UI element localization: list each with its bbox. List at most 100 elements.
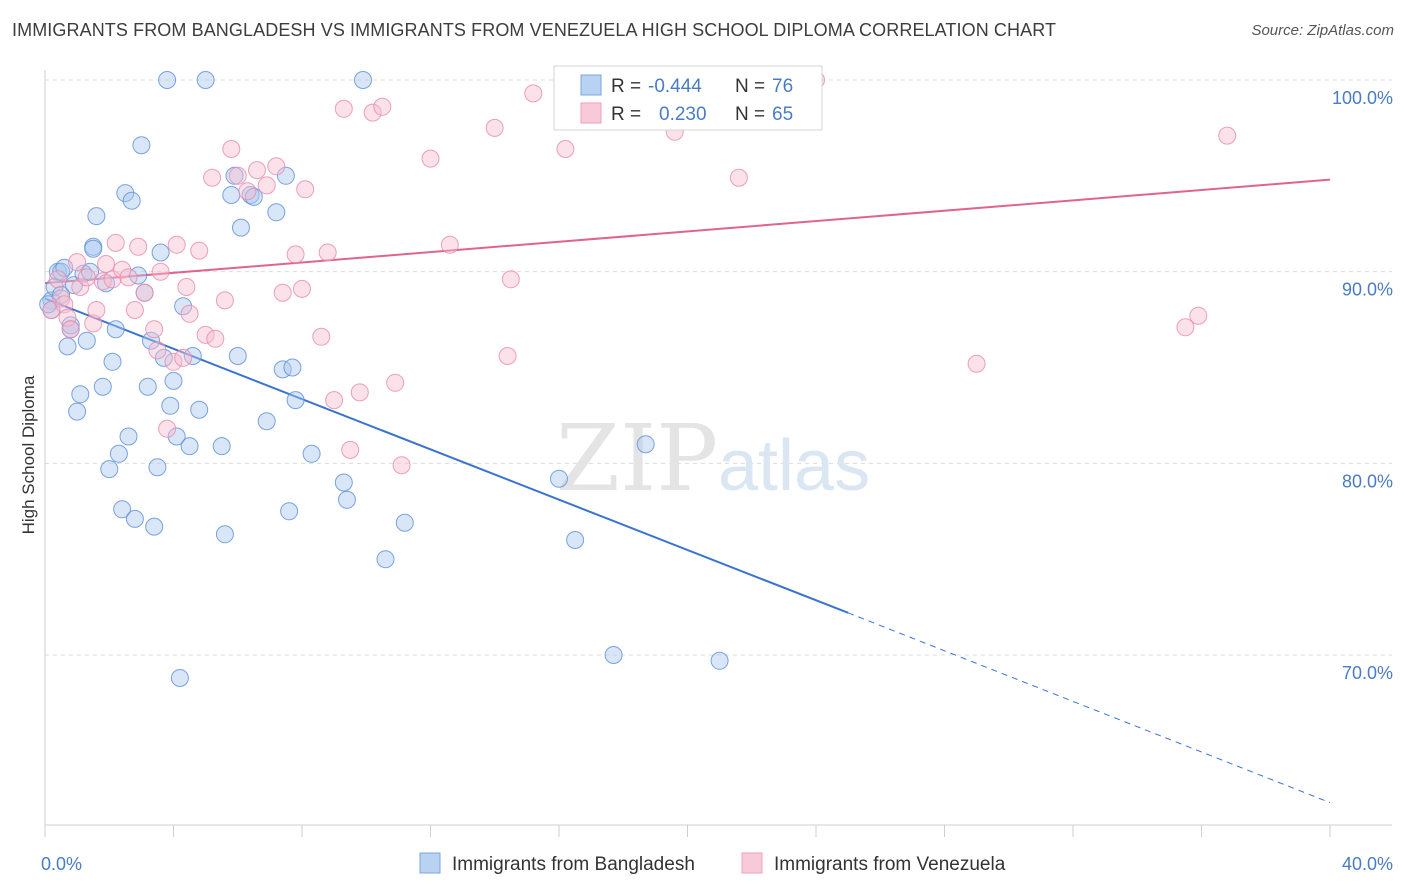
point-venezuela-21 [148,341,167,360]
y-tick-label-0: 100.0% [1332,88,1393,108]
point-venezuela-50 [363,103,382,122]
y-tick-label-1: 90.0% [1342,280,1393,300]
point-bangladesh-27 [119,427,138,446]
point-bangladesh-22 [103,352,122,371]
point-bangladesh-36 [148,458,167,477]
point-bangladesh-33 [138,377,157,396]
point-bangladesh-21 [100,460,119,479]
point-venezuela-57 [498,347,517,365]
point-venezuela-40 [273,283,292,302]
y-tick-labels: 100.0% 90.0% 80.0% 70.0% [1332,88,1393,683]
point-venezuela-31 [203,168,222,187]
chart-title: IMMIGRANTS FROM BANGLADESH VS IMMIGRANTS… [12,20,1057,40]
point-bangladesh-11 [68,402,87,421]
point-bangladesh-37 [151,243,170,262]
point-venezuela-6 [68,253,87,272]
point-venezuela-22 [151,262,170,281]
point-bangladesh-24 [109,444,128,463]
point-venezuela-44 [312,327,331,346]
point-venezuela-36 [238,182,257,201]
bottom-legend-label-venezuela: Immigrants from Venezuela [774,854,1006,875]
point-bangladesh-19 [93,377,112,396]
point-venezuela-52 [386,373,405,392]
point-bangladesh-54 [232,218,250,237]
point-bangladesh-43 [170,669,189,687]
point-bangladesh-15 [81,262,99,281]
point-bangladesh-73 [636,435,655,454]
legend-r-label-bangladesh: R = [611,76,641,97]
point-bangladesh-53 [228,347,247,365]
point-venezuela-68 [1218,126,1237,145]
point-venezuela-30 [196,325,215,344]
point-bangladesh-49 [212,437,231,456]
point-venezuela-4 [58,308,77,327]
point-bangladesh-64 [302,444,321,463]
point-venezuela-28 [180,304,199,323]
point-bangladesh-63 [286,391,305,410]
legend-swatch-venezuela [580,102,602,124]
point-bangladesh-69 [395,513,414,532]
point-bangladesh-26 [116,184,135,203]
legend-r-value-bangladesh: -0.444 [648,76,702,97]
series-legend: Immigrants from Bangladesh Immigrants fr… [419,852,1006,875]
point-bangladesh-47 [190,400,209,419]
point-venezuela-3 [55,295,74,314]
point-bangladesh-28 [122,191,141,210]
x-tick-labels: 0.0% 40.0% [41,854,1393,874]
point-bangladesh-72 [604,646,623,664]
point-venezuela-17 [125,301,144,319]
point-bangladesh-67 [354,71,372,89]
point-venezuela-1 [48,270,67,289]
point-venezuela-19 [135,283,154,302]
point-bangladesh-5 [52,285,71,304]
point-bangladesh-18 [87,207,106,226]
point-venezuela-7 [71,278,90,296]
watermark: ZIP atlas [556,405,870,512]
bottom-legend-label-bangladesh: Immigrants from Bangladesh [452,854,695,875]
point-venezuela-38 [257,176,276,195]
legend-n-value-bangladesh: 76 [772,76,793,97]
point-venezuela-48 [341,440,360,459]
point-bangladesh-62 [283,358,302,377]
point-bangladesh-42 [167,427,186,446]
point-bangladesh-25 [113,500,132,519]
point-venezuela-55 [440,235,459,254]
point-venezuela-45 [318,243,337,262]
point-venezuela-53 [392,456,411,475]
point-venezuela-33 [215,291,234,310]
point-venezuela-49 [350,383,369,402]
point-bangladesh-50 [215,525,234,544]
point-bangladesh-66 [338,490,356,509]
point-bangladesh-70 [550,469,568,488]
point-venezuela-37 [248,161,266,180]
point-venezuela-10 [87,301,106,319]
point-venezuela-63 [729,168,748,187]
bottom-legend-swatch-venezuela [741,852,763,874]
point-bangladesh-23 [106,320,125,339]
point-venezuela-35 [228,166,247,185]
point-bangladesh-14 [77,331,96,350]
legend-n-label-venezuela: N = [735,104,765,125]
legend-swatch-bangladesh [580,74,602,96]
point-venezuela-27 [177,278,196,296]
point-venezuela-24 [164,352,183,371]
watermark-zip: ZIP [556,405,718,512]
x-tick-label-0: 0.0% [41,854,82,874]
point-venezuela-58 [501,270,520,289]
point-venezuela-39 [267,157,286,176]
bottom-legend-swatch-bangladesh [419,852,441,874]
point-bangladesh-57 [257,412,276,431]
x-tick-label-1: 40.0% [1342,854,1393,874]
chart-source: Source: ZipAtlas.com [1251,22,1394,39]
point-bangladesh-41 [164,371,183,390]
watermark-atlas: atlas [718,426,870,506]
y-tick-label-3: 70.0% [1342,663,1393,683]
point-venezuela-20 [145,320,164,339]
point-venezuela-18 [129,237,148,256]
point-bangladesh-17 [84,239,103,258]
y-tick-label-2: 80.0% [1342,471,1393,491]
point-bangladesh-51 [222,186,241,204]
point-bangladesh-65 [334,473,353,492]
point-venezuela-13 [103,270,122,289]
point-venezuela-25 [167,235,186,254]
